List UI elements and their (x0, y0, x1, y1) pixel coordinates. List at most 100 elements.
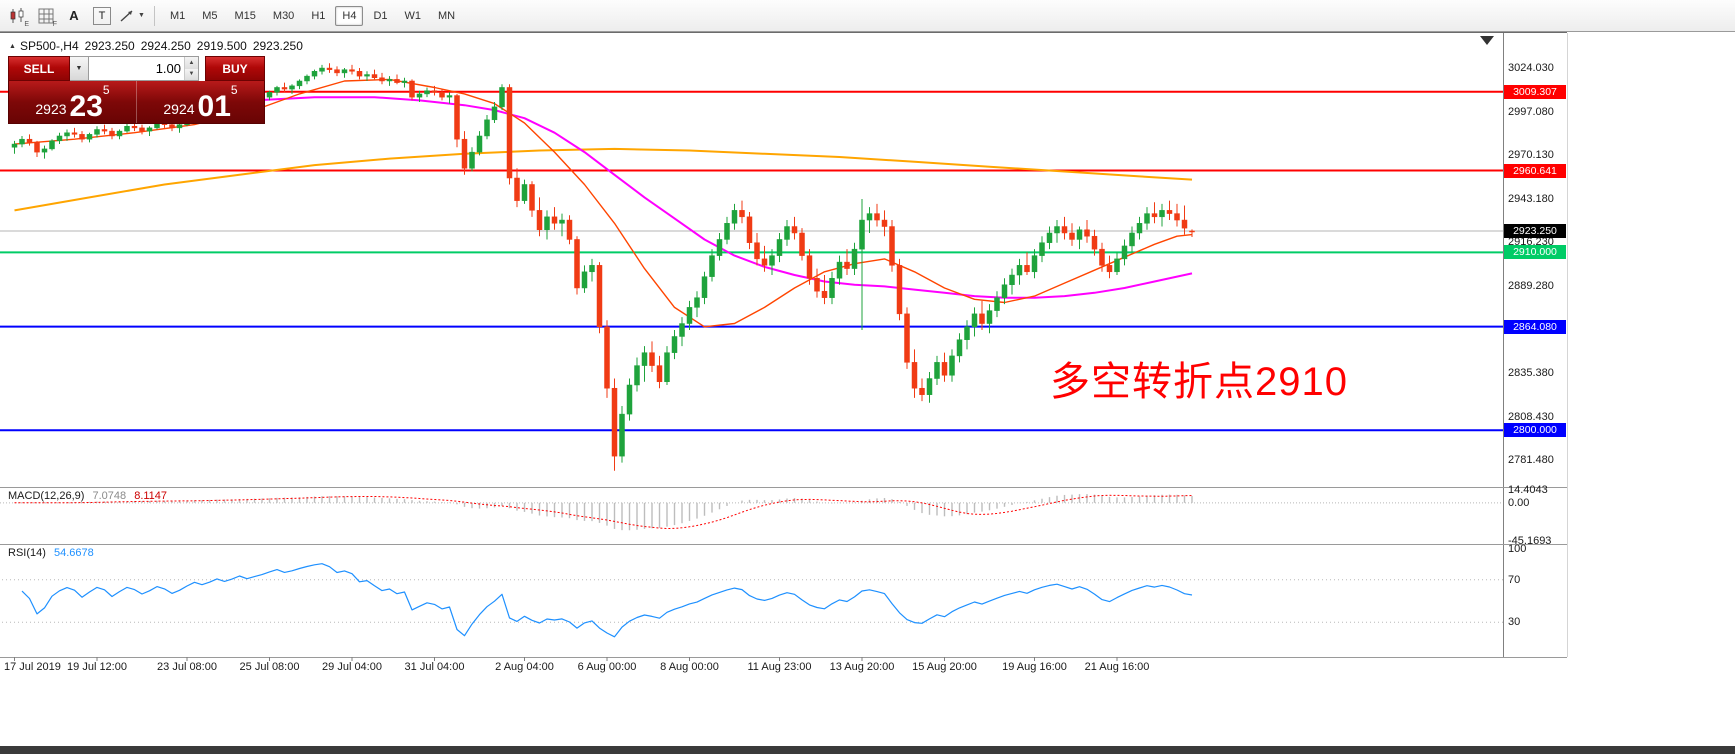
macd-signal-value: 8.1147 (134, 490, 168, 502)
candle (1174, 213, 1180, 221)
candle (551, 216, 558, 224)
candle (146, 127, 153, 132)
candle (889, 226, 895, 266)
timeframe-M30[interactable]: M30 (266, 6, 301, 26)
candle (131, 126, 138, 129)
time-ticks (14, 657, 1118, 661)
dropdown-caret-icon: ▼ (138, 12, 145, 19)
candle (716, 239, 723, 256)
high-value: 2924.250 (140, 39, 191, 53)
candle (949, 355, 955, 376)
candle (454, 95, 460, 140)
candle (701, 276, 708, 298)
candle (979, 313, 985, 324)
timeframe-H4[interactable]: H4 (335, 5, 364, 26)
volume-down-button[interactable]: ▼ (185, 68, 198, 80)
candle (169, 124, 175, 129)
macd-name: MACD(12,26,9) (8, 490, 85, 502)
candle (739, 210, 745, 218)
buy-price-sup: 5 (230, 83, 238, 97)
timeframe-M15[interactable]: M15 (228, 6, 263, 26)
shapes-tool-button[interactable]: ▼ (118, 4, 146, 28)
candle (41, 148, 48, 153)
candle (49, 140, 55, 150)
candle (649, 352, 655, 366)
candle (334, 69, 340, 74)
candle (1181, 219, 1188, 229)
timeframe-M1[interactable]: M1 (163, 6, 192, 26)
candle (124, 126, 130, 132)
symbol-period-label: SP500-,H4 (19, 39, 79, 53)
candle (341, 69, 348, 74)
sell-price-big: 23 (69, 89, 103, 123)
candle (904, 313, 910, 363)
candle (356, 71, 363, 77)
t-box-icon: T (93, 6, 111, 25)
candle (1166, 210, 1173, 214)
candle (581, 271, 588, 289)
grid-tool-button[interactable]: F (34, 4, 58, 28)
candle (859, 219, 865, 250)
candle (394, 79, 400, 83)
candle (499, 87, 505, 108)
volume-input[interactable] (89, 57, 198, 80)
text-a-tool-button[interactable]: A (62, 4, 86, 28)
candle (919, 387, 925, 395)
candle (1144, 213, 1150, 224)
candle (821, 290, 828, 298)
sell-button[interactable]: SELL (8, 56, 70, 81)
timeframe-H1[interactable]: H1 (304, 6, 332, 26)
rsi-indicator-label: RSI(14) 54.6678 (8, 547, 94, 559)
candle (274, 87, 280, 93)
macd-signal-line (14, 494, 1193, 530)
candle (694, 297, 700, 308)
candle (529, 184, 535, 211)
candle (656, 365, 663, 383)
tool-sub-label: F (52, 20, 57, 28)
candle (679, 323, 685, 337)
candle (1121, 245, 1128, 260)
timeframe-M5[interactable]: M5 (195, 6, 224, 26)
candle (1069, 232, 1075, 240)
candle (101, 129, 108, 132)
candle (139, 127, 145, 132)
candle (844, 261, 850, 269)
buy-price-display[interactable]: 2924 01 5 (137, 81, 264, 123)
candle (971, 313, 978, 328)
candle-chart-tool-button[interactable]: E (6, 4, 30, 28)
candle (1151, 213, 1158, 218)
tool-sub-label: E (24, 20, 29, 28)
candle (289, 85, 295, 90)
toolbar-separator (153, 5, 155, 26)
candle (266, 92, 273, 98)
chart-corner-icon: ▲ (9, 42, 16, 50)
grid-icon (38, 8, 54, 23)
volume-dropdown-button[interactable]: ▼ (70, 56, 89, 81)
candle (784, 226, 790, 240)
sell-price-display[interactable]: 2923 23 5 (9, 81, 137, 123)
text-t-tool-button[interactable]: T (90, 4, 114, 28)
volume-box: ▲ ▼ (89, 56, 199, 81)
timeframe-D1[interactable]: D1 (366, 6, 394, 26)
open-value: 2923.250 (84, 39, 135, 53)
candle (589, 265, 595, 273)
candle (1001, 284, 1008, 298)
candle (109, 130, 115, 137)
buy-button[interactable]: BUY (205, 56, 265, 81)
one-click-trading-panel: SELL ▼ ▲ ▼ BUY 2923 23 5 2924 01 5 (8, 56, 265, 124)
ma-fast-line (14, 78, 1193, 328)
timeframe-MN[interactable]: MN (431, 6, 462, 26)
candle (431, 90, 438, 93)
candle (604, 326, 610, 389)
candle (866, 213, 873, 221)
candle (814, 278, 820, 292)
candle (874, 213, 880, 221)
buy-price-main: 2924 (163, 101, 195, 117)
chart-frame (0, 32, 1568, 658)
volume-spinner: ▲ ▼ (184, 57, 198, 80)
candle (761, 258, 768, 266)
timeframe-W1[interactable]: W1 (398, 6, 429, 26)
candle (574, 239, 580, 289)
volume-up-button[interactable]: ▲ (185, 57, 198, 69)
